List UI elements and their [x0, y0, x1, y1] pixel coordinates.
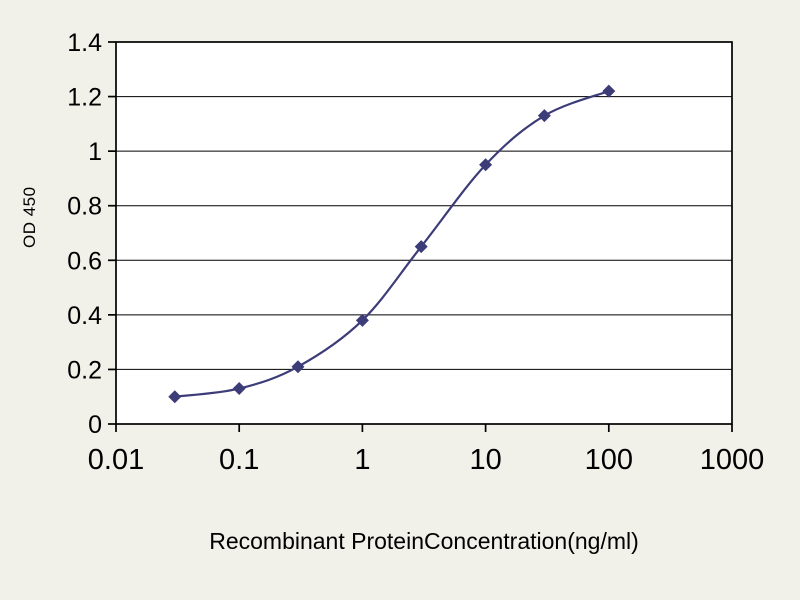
data-point-marker: [168, 390, 182, 404]
data-point-marker: [414, 240, 428, 254]
y-axis-label: OD 450: [20, 186, 39, 248]
plot-area: [116, 42, 732, 424]
y-tick-label: 1: [88, 138, 102, 166]
x-tick-label: 100: [585, 444, 633, 476]
data-point-marker: [479, 158, 493, 172]
y-tick-label: 0: [88, 411, 102, 439]
y-tick-label: 0.2: [67, 356, 102, 384]
y-tick-label: 0.4: [67, 302, 102, 330]
y-tick-label: 0.6: [67, 247, 102, 275]
y-tick-label: 0.8: [67, 193, 102, 221]
series-line: [174, 90, 610, 398]
x-tick-label: 0.01: [88, 444, 144, 476]
data-point-marker: [232, 382, 246, 396]
x-tick-label: 1000: [700, 444, 765, 476]
data-point-marker: [291, 360, 305, 374]
x-tick-label: 1: [354, 444, 370, 476]
data-point-marker: [355, 313, 369, 327]
x-axis-label: Recombinant ProteinConcentration(ng/ml): [209, 528, 639, 554]
plot-border: [115, 41, 733, 425]
x-tick-label: 0.1: [219, 444, 259, 476]
data-point-marker: [537, 109, 551, 123]
data-point-marker: [602, 84, 616, 98]
y-tick-label: 1.2: [67, 84, 102, 112]
x-tick-label: 10: [469, 444, 501, 476]
y-tick-label: 1.4: [67, 29, 102, 57]
